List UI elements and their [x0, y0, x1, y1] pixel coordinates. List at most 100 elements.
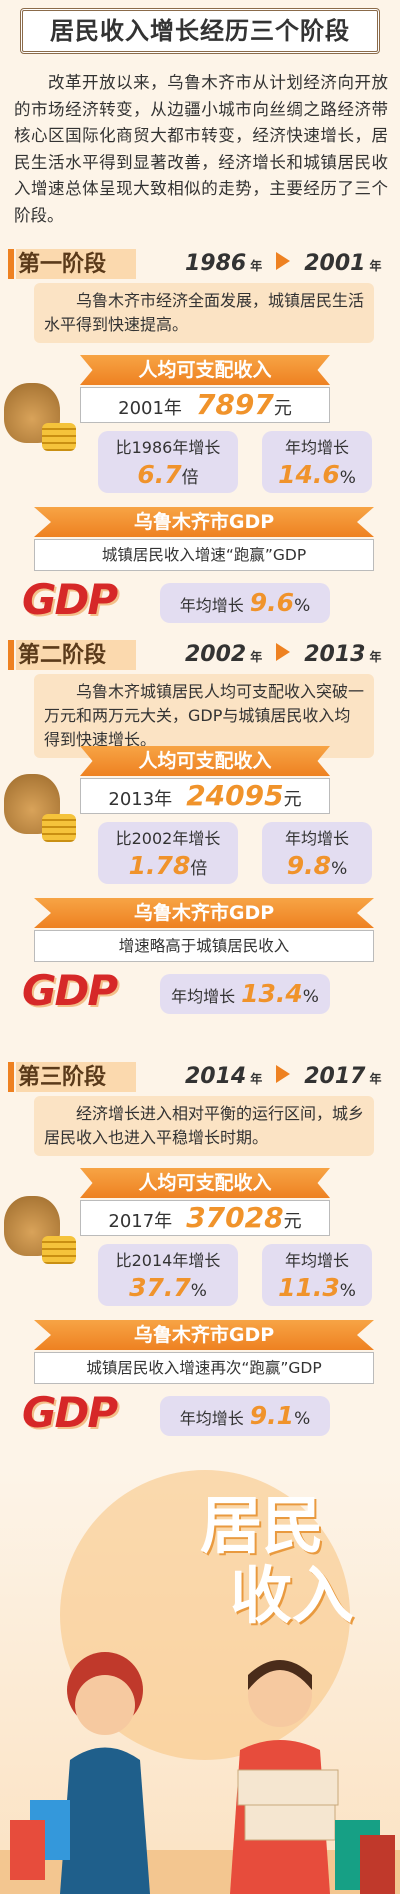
gdp-annual-unit: % — [302, 987, 319, 1007]
arrow — [276, 252, 291, 270]
income-year: 2017年 — [108, 1211, 173, 1232]
description: 乌鲁木齐城镇居民人均可支配收入突破一万元和两万元大关，GDP与城镇居民收入均得到… — [34, 674, 374, 758]
gdp-annual-unit: % — [294, 1409, 311, 1429]
annual-box: 年均增长 14.6% — [262, 431, 372, 493]
arrow — [276, 643, 291, 661]
gdp-title: 乌鲁木齐市GDP — [34, 898, 374, 928]
intro: 改革开放以来，乌鲁木齐市从计划经济向开放的市场经济转变，从边疆小城市向丝绸之路经… — [14, 73, 388, 225]
growth-label: 比2002年增长 — [115, 829, 221, 848]
gdp-logo: GDP — [22, 966, 118, 1015]
start-unit: 年 — [250, 650, 263, 664]
annual-unit: % — [339, 1281, 356, 1301]
stage: 第三阶段 2014 年 2017 年经济增长进入相对平衡的运行区间，城乡居民收入也进入平… — [0, 1058, 400, 1468]
stage-bar — [8, 640, 14, 670]
gdp-note: 增速略高于城镇居民收入 — [34, 930, 374, 962]
stage-label: 第二阶段 — [18, 642, 107, 668]
end-year: 2013 — [304, 642, 366, 667]
stage-bar — [8, 249, 14, 279]
income-box: 2013年 24095元 — [80, 778, 330, 814]
coins — [42, 814, 76, 842]
growth-box: 比1986年增长 6.7倍 — [98, 431, 238, 493]
income-title: 人均可支配收入 — [80, 1168, 330, 1198]
income-unit: 元 — [283, 1211, 302, 1232]
annual-line: 14.6% — [262, 461, 372, 492]
annual-label: 年均增长 — [284, 1251, 349, 1270]
income-value: 7897 — [195, 388, 274, 421]
income-value: 24095 — [186, 779, 284, 812]
stage: 第一阶段 1986 年 2001 年乌鲁木齐市经济全面发展，城镇居民生活水平得到快速提高… — [0, 245, 400, 655]
title-frame — [20, 8, 380, 54]
growth-label: 比2014年增长 — [115, 1251, 221, 1270]
income-year: 2013年 — [108, 789, 173, 810]
gdp-logo: GDP — [22, 575, 118, 624]
income-year: 2001年 — [118, 398, 182, 419]
growth-line: 37.7% — [98, 1274, 238, 1305]
growth-value: 6.7 — [137, 460, 182, 489]
growth-value: 37.7 — [129, 1273, 191, 1302]
annual-line: 11.3% — [262, 1274, 372, 1305]
income-box: 2001年 7897元 — [80, 387, 330, 423]
income-value: 37028 — [186, 1201, 284, 1234]
annual-unit: % — [331, 859, 348, 879]
gdp-note: 城镇居民收入增速再次“跑赢”GDP — [34, 1352, 374, 1384]
start-unit: 年 — [250, 259, 263, 273]
annual-value: 11.3 — [278, 1273, 340, 1302]
stage-label: 第三阶段 — [18, 1064, 107, 1090]
end-unit: 年 — [369, 259, 382, 273]
description: 经济增长进入相对平衡的运行区间，城乡居民收入也进入平稳增长时期。 — [34, 1096, 374, 1156]
growth-unit: 倍 — [181, 468, 199, 488]
annual-label: 年均增长 — [284, 438, 349, 457]
income-box: 2017年 37028元 — [80, 1200, 330, 1236]
stage-years: 2014 年 2017 年 — [185, 1062, 382, 1094]
footer-title-1: 居民 — [200, 1489, 325, 1562]
title: 居民收入增长经历三个阶段 — [50, 16, 350, 45]
end-year: 2017 — [304, 1064, 366, 1089]
stage-label-bg — [16, 249, 136, 279]
gdp-annual-value: 9.1 — [249, 1401, 295, 1430]
growth-value: 1.78 — [128, 851, 191, 880]
gdp-logo: GDP — [22, 1388, 118, 1437]
gdp-annual-box: 年均增长 13.4% — [160, 974, 330, 1014]
growth-unit: 倍 — [190, 859, 208, 879]
stage-years: 1986 年 2001 年 — [185, 249, 382, 281]
annual-unit: % — [339, 468, 356, 488]
start-year: 2014 — [185, 1064, 247, 1089]
gdp-annual-box: 年均增长 9.1% — [160, 1396, 330, 1436]
description: 乌鲁木齐市经济全面发展，城镇居民生活水平得到快速提高。 — [34, 283, 374, 343]
growth-box: 比2002年增长 1.78倍 — [98, 822, 238, 884]
stage-years: 2002 年 2013 年 — [185, 640, 382, 672]
gdp-annual-unit: % — [294, 596, 311, 616]
people-illustration — [0, 1652, 400, 1894]
gdp-title: 乌鲁木齐市GDP — [34, 1320, 374, 1350]
arrow — [276, 1065, 291, 1083]
gdp-annual-value: 9.6 — [249, 588, 295, 617]
annual-value: 9.8 — [286, 851, 332, 880]
growth-box: 比2014年增长 37.7% — [98, 1244, 238, 1306]
gdp-note: 城镇居民收入增速“跑赢”GDP — [34, 539, 374, 571]
end-year: 2001 — [304, 251, 366, 276]
stage: 第二阶段 2002 年 2013 年乌鲁木齐城镇居民人均可支配收入突破一万元和两万元大关… — [0, 636, 400, 1046]
stage-label-bg — [16, 640, 136, 670]
start-year: 1986 — [185, 251, 247, 276]
stage-label: 第一阶段 — [18, 251, 107, 277]
income-title: 人均可支配收入 — [80, 355, 330, 385]
annual-box: 年均增长 9.8% — [262, 822, 372, 884]
income-title: 人均可支配收入 — [80, 746, 330, 776]
end-unit: 年 — [369, 650, 382, 664]
gdp-annual-box: 年均增长 9.6% — [160, 583, 330, 623]
growth-line: 6.7倍 — [98, 461, 238, 492]
footer-title-2: 收入 — [230, 1559, 355, 1632]
gdp-annual-label: 年均增长 — [171, 987, 236, 1006]
start-unit: 年 — [250, 1072, 263, 1086]
growth-line: 1.78倍 — [98, 852, 238, 883]
start-year: 2002 — [185, 642, 247, 667]
coins — [42, 1236, 76, 1264]
gdp-title: 乌鲁木齐市GDP — [34, 507, 374, 537]
stage-bar — [8, 1062, 14, 1092]
gdp-annual-label: 年均增长 — [179, 596, 244, 615]
growth-unit: % — [190, 1281, 207, 1301]
gdp-annual-label: 年均增长 — [179, 1409, 244, 1428]
income-unit: 元 — [273, 398, 292, 419]
end-unit: 年 — [369, 1072, 382, 1086]
